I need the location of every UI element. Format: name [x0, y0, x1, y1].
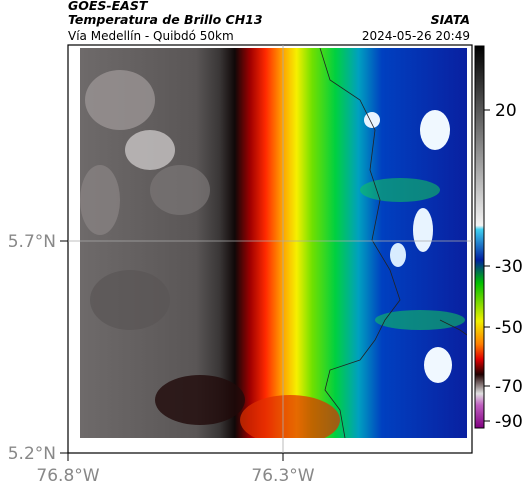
timestamp: 2024-05-26 20:49: [362, 29, 470, 43]
x-label: 76.8°W: [36, 466, 99, 486]
colorbar-label: -90: [495, 412, 523, 432]
title: GOES-EAST: [68, 0, 149, 13]
route: Vía Medellín - Quibdó 50km: [68, 29, 234, 43]
colorbar-label: 20: [495, 101, 517, 121]
y-label: 5.2°N: [8, 444, 56, 464]
colorbar-label: -30: [495, 257, 523, 277]
colorbar-label: -50: [495, 318, 523, 338]
source: SIATA: [431, 12, 470, 27]
colorbar-label: -70: [495, 377, 523, 397]
satellite-field: [80, 48, 467, 438]
colorbar-ticks: [484, 109, 490, 422]
y-label: 5.7°N: [8, 232, 56, 252]
colorbar: [474, 45, 485, 429]
subtitle: Temperatura de Brillo CH13: [68, 12, 263, 27]
map-frame: [67, 44, 473, 454]
x-label: 76.3°W: [251, 466, 314, 486]
